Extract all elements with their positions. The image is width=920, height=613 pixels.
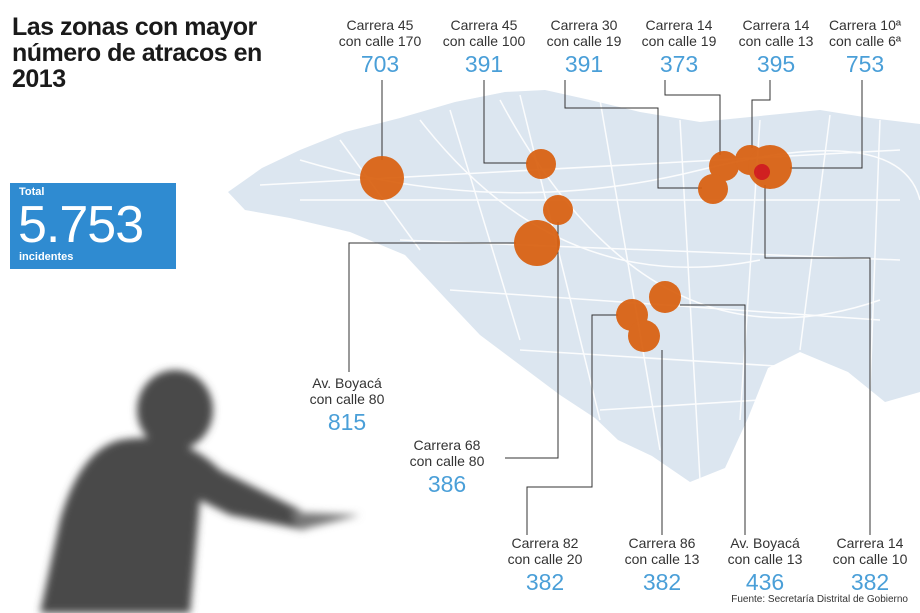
zone-label: Av. Boyacá con calle 80 815 bbox=[309, 375, 385, 435]
zone-label: Carrera 14 con calle 19 373 bbox=[641, 17, 717, 77]
source-note: Fuente: Secretaría Distrital de Gobierno bbox=[731, 594, 908, 605]
zone-label: Carrera 86 con calle 13 382 bbox=[624, 535, 700, 595]
zone-label: Carrera 82 con calle 20 382 bbox=[507, 535, 583, 595]
circle-boyaca-cl13 bbox=[649, 281, 681, 313]
zone-label: Carrera 30 con calle 19 391 bbox=[546, 17, 622, 77]
robber-silhouette bbox=[40, 370, 360, 613]
total-box: Total 5.753 incidentes bbox=[10, 183, 176, 269]
zone-label: Carrera 14 con calle 10 382 bbox=[832, 535, 908, 595]
zone-label: Av. Boyacá con calle 13 436 bbox=[727, 535, 803, 595]
zone-label: Carrera 45 con calle 170 703 bbox=[338, 17, 422, 77]
leader-lines bbox=[348, 80, 871, 535]
circle-cra68-cl80 bbox=[543, 195, 573, 225]
circle-cra14-cl10 bbox=[754, 164, 770, 180]
zone-label: Carrera 10ª con calle 6ª 753 bbox=[828, 17, 902, 77]
circle-cra45-cl100 bbox=[526, 149, 556, 179]
circle-cra30-cl19 bbox=[698, 174, 728, 204]
total-value: 5.753 bbox=[18, 196, 144, 254]
zone-label: Carrera 45 con calle 100 391 bbox=[442, 17, 526, 77]
circle-cra10-cl6 bbox=[748, 145, 792, 189]
incident-circles bbox=[360, 145, 792, 352]
zone-label: Carrera 14 con calle 13 395 bbox=[738, 17, 814, 77]
circle-cra86-cl13 bbox=[628, 320, 660, 352]
zone-label: Carrera 68 con calle 80 386 bbox=[409, 437, 485, 497]
total-label: Total bbox=[19, 186, 45, 198]
circle-boyaca-cl80 bbox=[514, 220, 560, 266]
circle-cra45-cl170 bbox=[360, 156, 404, 200]
page-title: Las zonas con mayor número de atracos en… bbox=[12, 13, 262, 93]
total-unit: incidentes bbox=[19, 251, 74, 263]
circle-cra14-cl19 bbox=[709, 151, 739, 181]
